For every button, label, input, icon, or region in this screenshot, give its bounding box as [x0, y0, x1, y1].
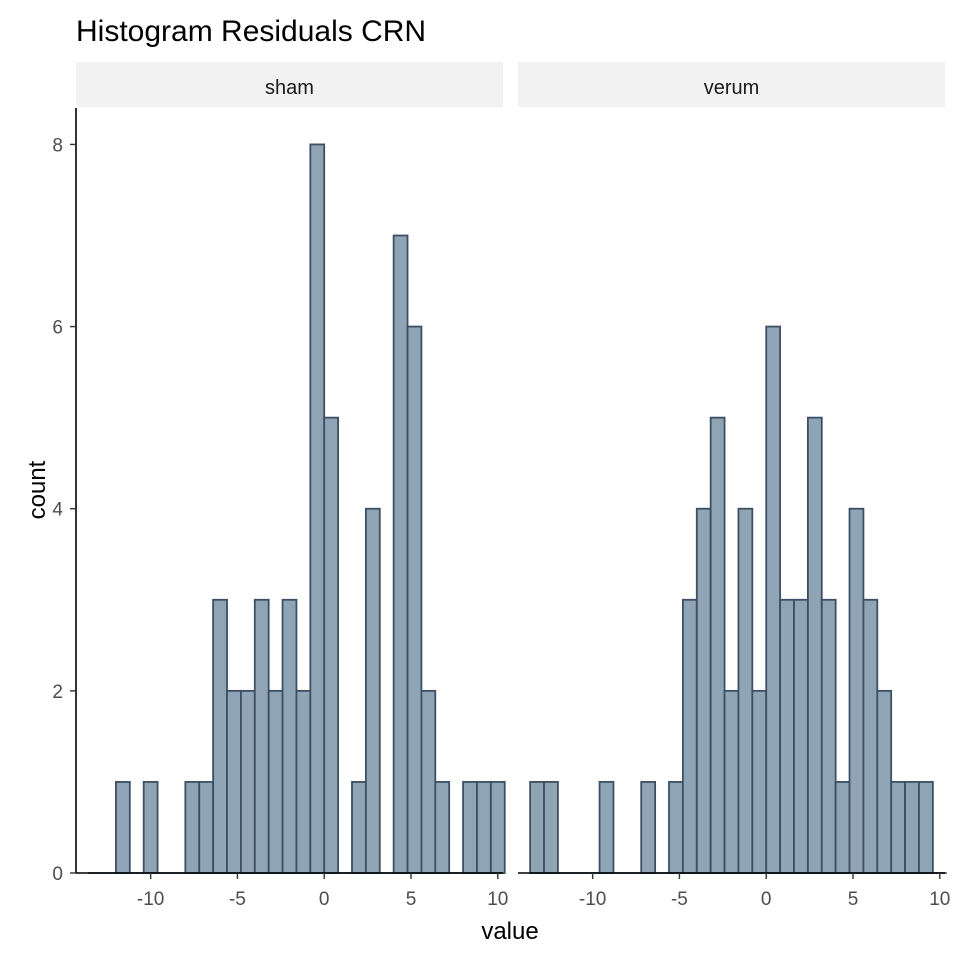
histogram-bar	[723, 689, 740, 874]
x-tick-label: 10	[929, 889, 950, 910]
facet-panel-sham: sham -10 -5 0 5 10	[76, 62, 508, 910]
histogram-bar	[820, 598, 837, 874]
x-tick-label: 0	[761, 889, 772, 910]
facet-panel-verum: verum -10 -5 0 5 10	[518, 62, 950, 910]
histogram-bar	[862, 598, 879, 874]
histogram-bar	[876, 689, 893, 874]
x-tick-label: 0	[319, 889, 330, 910]
x-tick-label: -5	[671, 889, 688, 910]
histogram-bar	[420, 689, 437, 874]
histogram-bar	[848, 507, 865, 874]
histogram-bar	[406, 325, 423, 874]
x-tick-label: -10	[579, 889, 606, 910]
histogram-bar	[212, 598, 228, 874]
y-tick-label: 6	[52, 318, 63, 339]
y-axis-title: count	[24, 460, 51, 519]
histogram-bar	[489, 781, 506, 874]
histogram-bar	[364, 507, 381, 874]
histogram-bar	[295, 689, 312, 874]
histogram-bar	[476, 781, 492, 874]
histogram-bar	[184, 781, 201, 874]
y-tick-label: 0	[52, 864, 63, 885]
histogram-bar	[462, 781, 478, 874]
histogram-bar	[806, 416, 823, 874]
y-tick-label: 2	[52, 682, 63, 703]
facet-strip-label: verum	[704, 77, 760, 99]
facet-strip	[76, 62, 503, 107]
histogram-bar	[309, 143, 326, 874]
histogram-bar	[695, 507, 712, 874]
histogram-bar	[142, 781, 159, 874]
x-tick-label: -5	[229, 889, 246, 910]
histogram-bar	[751, 689, 768, 874]
histogram-bar	[737, 507, 754, 874]
histogram-bar	[392, 234, 409, 874]
x-axis-title: value	[481, 918, 538, 945]
y-axis: 0 2 4 6 8	[52, 108, 77, 885]
x-tick-label: 10	[487, 889, 508, 910]
histogram-bar	[239, 689, 256, 874]
chart-title: Histogram Residuals CRN	[76, 15, 426, 48]
histogram-bar	[765, 325, 782, 874]
histogram-bar	[918, 781, 934, 874]
histogram-bar	[598, 781, 615, 874]
histogram-bar	[681, 598, 698, 874]
histogram-bar	[267, 689, 284, 874]
histogram-bar	[351, 781, 367, 874]
histogram-bar	[281, 598, 298, 874]
histogram-bar	[226, 689, 242, 874]
histogram-bar	[834, 781, 851, 874]
histogram-bar	[779, 598, 795, 874]
histogram-bar	[793, 598, 809, 874]
histogram-bar	[890, 781, 906, 874]
histogram-bar	[904, 781, 920, 874]
histogram-bar	[640, 781, 657, 874]
histogram-bar	[253, 598, 270, 874]
y-tick-label: 8	[52, 135, 63, 156]
x-tick-label: -10	[137, 889, 164, 910]
histogram-bar	[543, 781, 559, 874]
histogram-bar	[115, 781, 131, 874]
histogram-bar	[323, 416, 340, 874]
histogram-bar	[529, 781, 545, 874]
facet-panels: sham -10 -5 0 5 10 verum -10 -5 0 5 10	[76, 62, 950, 910]
x-tick-label: 5	[406, 889, 417, 910]
histogram-bar	[198, 781, 215, 874]
histogram-bar	[434, 781, 451, 874]
histogram-bar	[668, 781, 684, 874]
facet-strip-label: sham	[265, 77, 314, 99]
x-tick-label: 5	[848, 889, 859, 910]
histogram-bar	[709, 416, 726, 874]
facet-strip	[518, 62, 945, 107]
y-tick-label: 4	[52, 500, 63, 521]
